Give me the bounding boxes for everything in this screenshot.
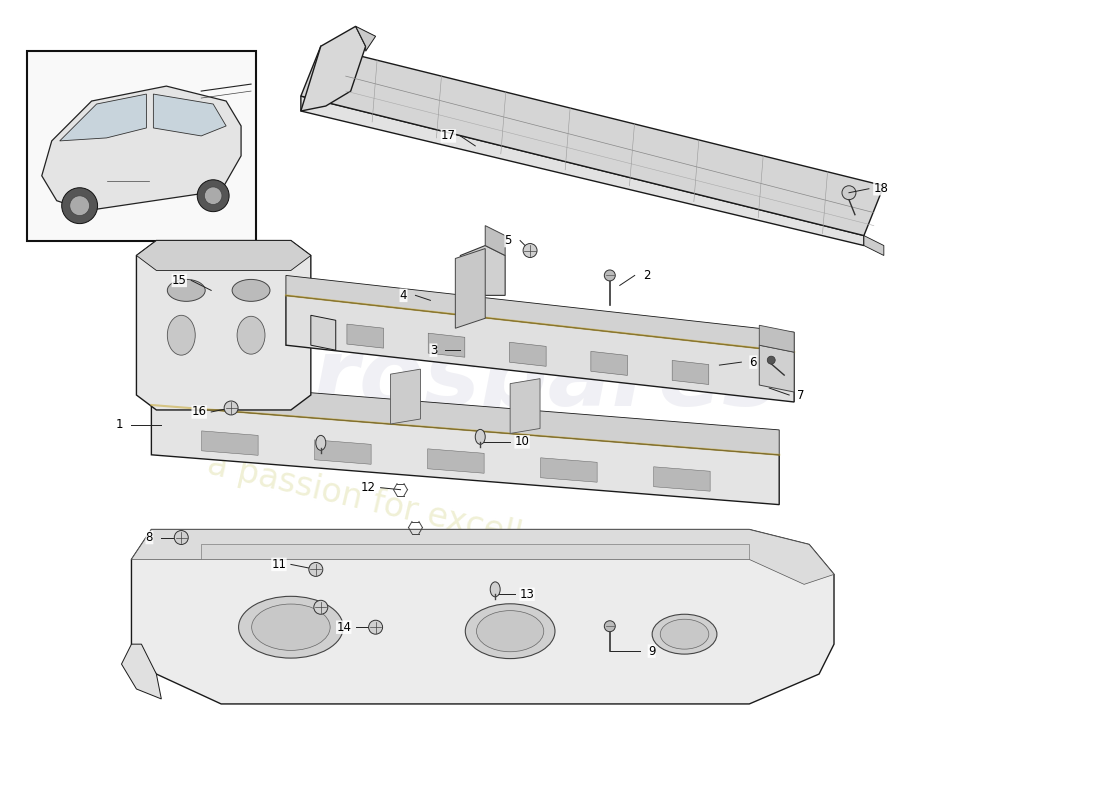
Circle shape	[314, 600, 328, 614]
Polygon shape	[510, 378, 540, 434]
Circle shape	[62, 188, 98, 224]
Circle shape	[69, 196, 89, 215]
Polygon shape	[152, 405, 779, 505]
Text: 18: 18	[873, 182, 889, 195]
Ellipse shape	[652, 614, 717, 654]
Polygon shape	[509, 342, 546, 366]
Text: 15: 15	[172, 274, 187, 287]
Text: 10: 10	[515, 435, 529, 448]
Ellipse shape	[475, 430, 485, 444]
Polygon shape	[152, 380, 779, 455]
Polygon shape	[301, 26, 365, 111]
Polygon shape	[428, 333, 465, 358]
Polygon shape	[59, 94, 146, 141]
Polygon shape	[311, 315, 336, 350]
Polygon shape	[136, 241, 311, 410]
Polygon shape	[485, 226, 505, 255]
Text: 2: 2	[642, 269, 650, 282]
Circle shape	[309, 562, 322, 576]
Polygon shape	[42, 86, 241, 210]
Text: 3: 3	[430, 344, 437, 357]
Circle shape	[197, 180, 229, 212]
Polygon shape	[460, 246, 505, 295]
Circle shape	[205, 187, 222, 205]
Ellipse shape	[491, 582, 501, 597]
Ellipse shape	[238, 316, 265, 354]
Text: 7: 7	[798, 389, 805, 402]
Polygon shape	[355, 26, 375, 51]
Ellipse shape	[476, 610, 543, 652]
Bar	[26, 51, 256, 241]
Ellipse shape	[167, 279, 206, 302]
Circle shape	[842, 186, 856, 200]
Polygon shape	[301, 46, 883, 235]
Polygon shape	[121, 644, 162, 699]
Ellipse shape	[167, 315, 195, 355]
Polygon shape	[540, 458, 597, 482]
Text: a passion for excellence 1985: a passion for excellence 1985	[205, 447, 696, 592]
Text: 11: 11	[272, 558, 286, 571]
Text: 1: 1	[116, 418, 123, 431]
Ellipse shape	[239, 596, 343, 658]
Ellipse shape	[252, 604, 330, 650]
Ellipse shape	[660, 619, 708, 649]
Circle shape	[524, 243, 537, 258]
Text: 16: 16	[191, 406, 207, 418]
Ellipse shape	[316, 435, 326, 450]
Text: 6: 6	[749, 356, 757, 369]
Text: 9: 9	[648, 645, 656, 658]
Polygon shape	[301, 96, 864, 246]
Polygon shape	[591, 351, 627, 375]
Polygon shape	[132, 530, 834, 584]
Polygon shape	[153, 94, 227, 136]
Circle shape	[604, 270, 615, 281]
Text: 4: 4	[399, 289, 407, 302]
Polygon shape	[346, 324, 384, 348]
Polygon shape	[428, 449, 484, 474]
Polygon shape	[759, 326, 794, 352]
Circle shape	[767, 356, 775, 364]
Circle shape	[368, 620, 383, 634]
Circle shape	[604, 621, 615, 632]
Polygon shape	[672, 361, 708, 385]
Text: 5: 5	[505, 234, 512, 247]
Polygon shape	[315, 440, 371, 464]
Circle shape	[224, 401, 238, 415]
Polygon shape	[455, 249, 485, 328]
Text: 13: 13	[519, 588, 535, 601]
Polygon shape	[286, 295, 794, 402]
Polygon shape	[201, 431, 258, 455]
Text: 14: 14	[337, 621, 351, 634]
Circle shape	[174, 530, 188, 545]
Polygon shape	[136, 241, 311, 270]
Polygon shape	[286, 275, 794, 352]
Ellipse shape	[232, 279, 270, 302]
Text: 12: 12	[361, 481, 376, 494]
Polygon shape	[390, 369, 420, 424]
Polygon shape	[132, 530, 834, 704]
Ellipse shape	[465, 604, 556, 658]
Polygon shape	[864, 235, 883, 255]
Text: eurospares: eurospares	[182, 334, 779, 426]
Text: 8: 8	[145, 531, 153, 544]
Text: 17: 17	[441, 130, 455, 142]
Polygon shape	[759, 345, 794, 392]
Polygon shape	[653, 466, 711, 491]
Polygon shape	[201, 545, 749, 559]
